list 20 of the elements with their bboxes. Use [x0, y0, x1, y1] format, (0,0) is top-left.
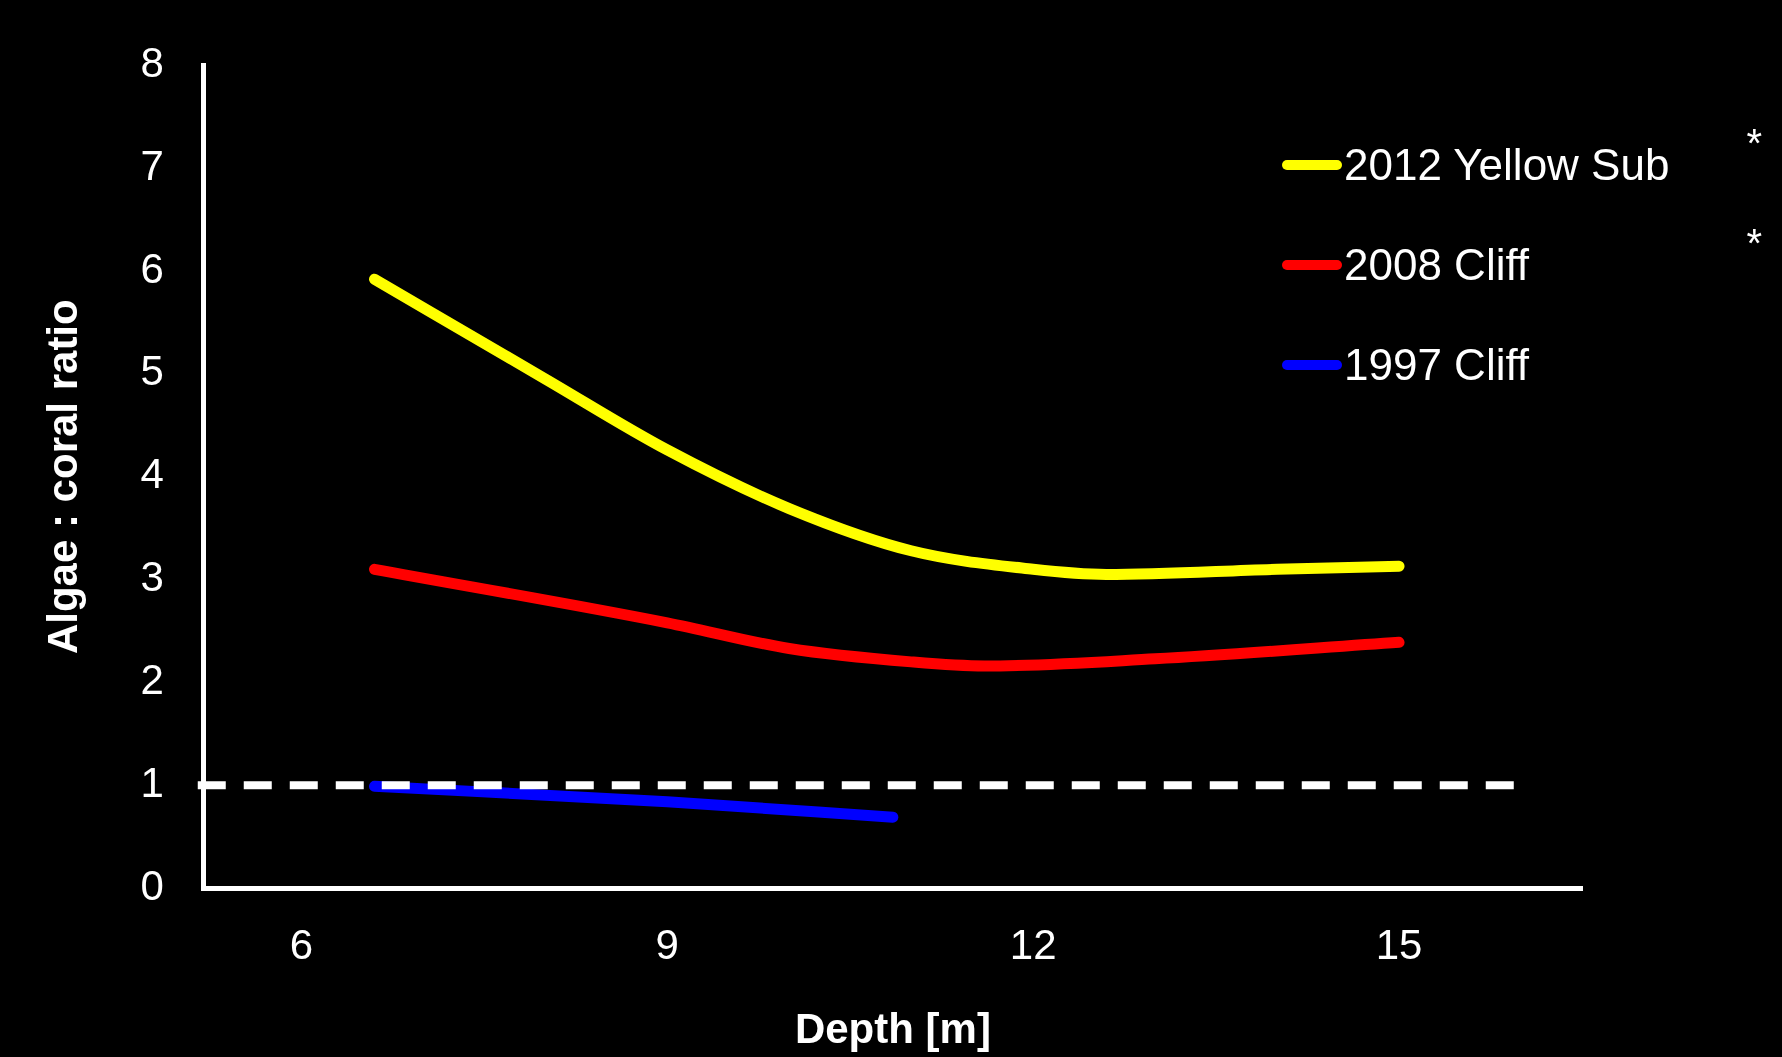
y-tick-label: 1	[140, 758, 164, 806]
x-tick-label: 9	[655, 920, 679, 968]
y-tick-label: 2	[140, 656, 164, 704]
x-tick-label: 6	[289, 920, 314, 968]
y-tick-label: 8	[140, 38, 164, 86]
text: *	[1746, 121, 1762, 166]
y-axis-title: Algae : coral ratio	[38, 299, 86, 655]
legend-label: 2012 Yellow Sub	[1344, 140, 1670, 190]
legend-label: 2008 Cliff	[1344, 240, 1530, 290]
x-tick-label: 12	[1009, 920, 1057, 968]
x-axis-title: Depth [m]	[794, 1005, 991, 1053]
y-tick-label: 5	[140, 347, 164, 395]
y-tick-label: 7	[140, 141, 164, 189]
legend-label: 1997 Cliff	[1344, 340, 1530, 390]
y-tick-label: 4	[140, 450, 164, 498]
text: *	[1746, 221, 1762, 266]
x-tick-label: 15	[1375, 920, 1423, 968]
y-tick-label: 0	[140, 861, 164, 909]
y-tick-label: 6	[140, 244, 164, 292]
y-tick-label: 3	[140, 553, 164, 601]
